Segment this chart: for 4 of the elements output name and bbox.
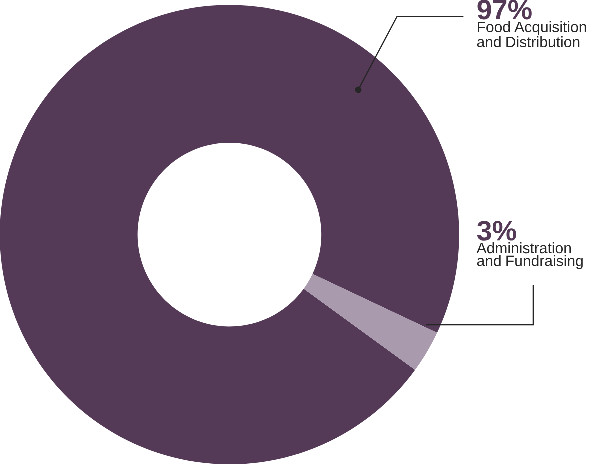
slice-label: Food Acquisition and Distribution bbox=[477, 22, 586, 48]
data-label: 97% bbox=[478, 0, 532, 20]
data-label: 3% bbox=[477, 221, 516, 242]
slice-label: Administration and Fundraising bbox=[476, 242, 583, 270]
